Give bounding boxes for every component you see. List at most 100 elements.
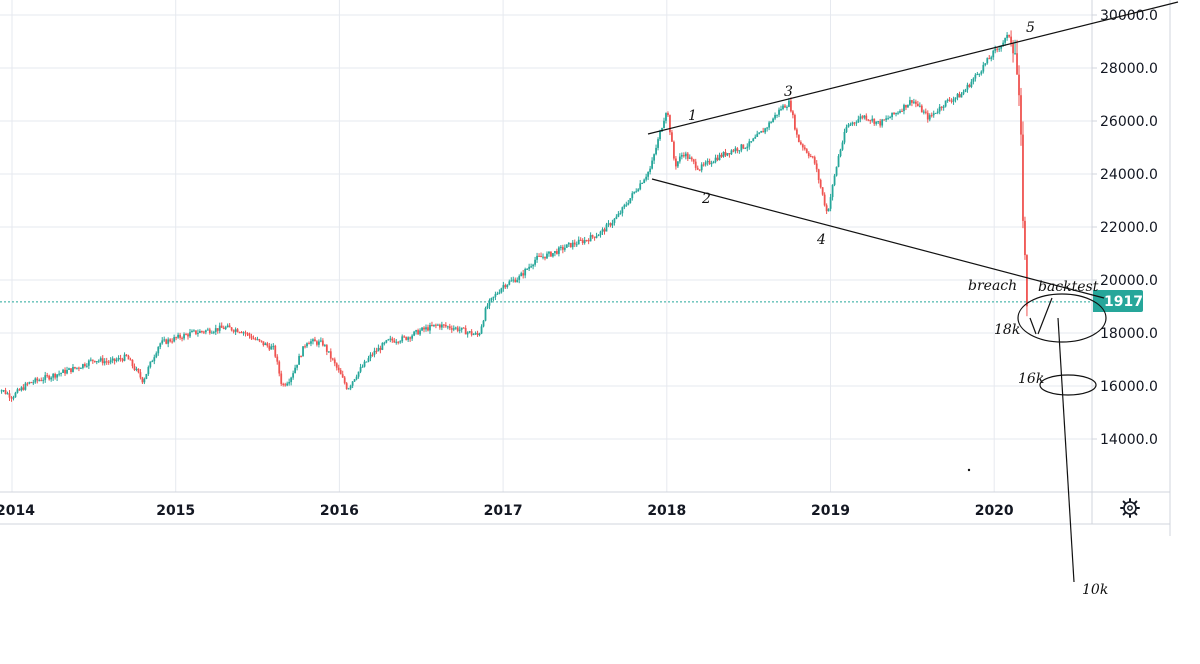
- candle-body: [899, 110, 901, 113]
- candle-body: [448, 326, 451, 329]
- candle-body: [605, 224, 608, 232]
- candle-body: [714, 157, 717, 162]
- candle-body: [331, 358, 334, 360]
- candle-body: [500, 288, 503, 293]
- candle-body: [597, 234, 600, 237]
- candle-body: [510, 280, 513, 282]
- candle-body: [829, 197, 832, 209]
- candle-body: [435, 324, 437, 326]
- candle-body: [64, 369, 66, 374]
- candle-body: [391, 338, 394, 341]
- candle-body: [768, 122, 771, 128]
- candle-body: [446, 326, 449, 328]
- candle-body: [657, 139, 659, 148]
- candle-body: [216, 328, 219, 331]
- candle-body: [671, 132, 673, 142]
- candle-body: [34, 378, 37, 383]
- candle-body: [559, 246, 562, 248]
- candle-body: [851, 122, 854, 125]
- candle-body: [38, 380, 41, 382]
- candle-body: [357, 371, 360, 377]
- candle-body: [700, 164, 703, 171]
- candle-body: [24, 383, 27, 390]
- candle-body: [417, 330, 419, 335]
- time-axis[interactable]: 2014 2015 2016 2017 2018 2019 2020: [0, 503, 1014, 519]
- settings-gear-icon[interactable]: [1120, 498, 1140, 518]
- candle-body: [498, 292, 501, 294]
- candle-body: [980, 71, 983, 74]
- candle-body: [946, 99, 949, 101]
- candle-body: [998, 48, 1001, 50]
- candle-body: [494, 294, 497, 297]
- price-axis[interactable]: 30000.0 28000.0 26000.0 24000.0 22000.0 20000…: [1092, 8, 1158, 448]
- candle-body: [972, 78, 975, 82]
- candle-body: [645, 176, 648, 180]
- candle-body: [968, 84, 971, 87]
- candle-body: [456, 327, 459, 331]
- candle-body: [732, 150, 735, 152]
- candle-body: [994, 48, 997, 51]
- y-tick-label: 24000.0: [1100, 167, 1158, 183]
- candle-body: [976, 74, 979, 76]
- candle-body: [803, 147, 806, 150]
- candle-body: [199, 331, 201, 333]
- candle-body: [556, 251, 558, 254]
- candle-body: [427, 327, 429, 331]
- candle-body: [813, 157, 816, 164]
- candle-body: [347, 388, 350, 390]
- candle-body: [308, 343, 310, 345]
- candle-body: [772, 118, 774, 123]
- candle-body: [145, 373, 148, 379]
- candle-body: [567, 242, 570, 245]
- candle-body: [70, 368, 72, 372]
- candle-body: [905, 104, 907, 108]
- candle-body: [615, 216, 618, 219]
- candle-body: [752, 138, 755, 142]
- candle-body: [206, 329, 209, 331]
- candle-body: [288, 382, 291, 384]
- wave-label-3: 3: [784, 84, 793, 100]
- candle-body: [450, 328, 453, 330]
- candle-body: [80, 367, 82, 369]
- candle-body: [1012, 43, 1014, 54]
- candle-body: [680, 155, 683, 157]
- candle-body: [869, 120, 872, 122]
- candle-body: [795, 129, 798, 135]
- candle-body: [581, 240, 584, 244]
- candle-body: [875, 121, 878, 124]
- candle-body: [480, 326, 483, 334]
- candle-body: [490, 297, 493, 301]
- candle-body: [696, 167, 699, 170]
- candle-body: [738, 150, 741, 152]
- candle-body: [369, 354, 372, 359]
- candle-body: [1002, 42, 1005, 46]
- candle-body: [891, 112, 893, 118]
- candle-body: [496, 293, 499, 295]
- candle-body: [940, 106, 943, 108]
- candle-body: [911, 100, 913, 103]
- candle-body: [197, 332, 199, 334]
- candle-body: [48, 375, 51, 380]
- candle-body: [508, 281, 511, 285]
- backtest-label: backtest: [1038, 279, 1099, 295]
- candle-body: [593, 236, 596, 238]
- candle-body: [516, 279, 519, 283]
- candle-body: [579, 239, 582, 241]
- candle-body: [809, 156, 812, 158]
- candle-body: [20, 387, 23, 391]
- candle-body: [678, 156, 681, 162]
- projection-line-10k: [1057, 317, 1075, 583]
- breach-label: breach: [968, 278, 1017, 294]
- candle-body: [623, 205, 626, 208]
- candle-body: [831, 184, 834, 198]
- candle-body: [502, 285, 505, 289]
- candle-body: [167, 339, 170, 344]
- candle-body: [750, 141, 753, 143]
- candle-body: [12, 397, 15, 399]
- candle-body: [52, 373, 55, 378]
- candle-body: [708, 160, 711, 164]
- candle-body: [546, 253, 548, 259]
- candle-body: [627, 203, 630, 205]
- candle-body: [91, 359, 94, 361]
- candle-body: [893, 112, 895, 115]
